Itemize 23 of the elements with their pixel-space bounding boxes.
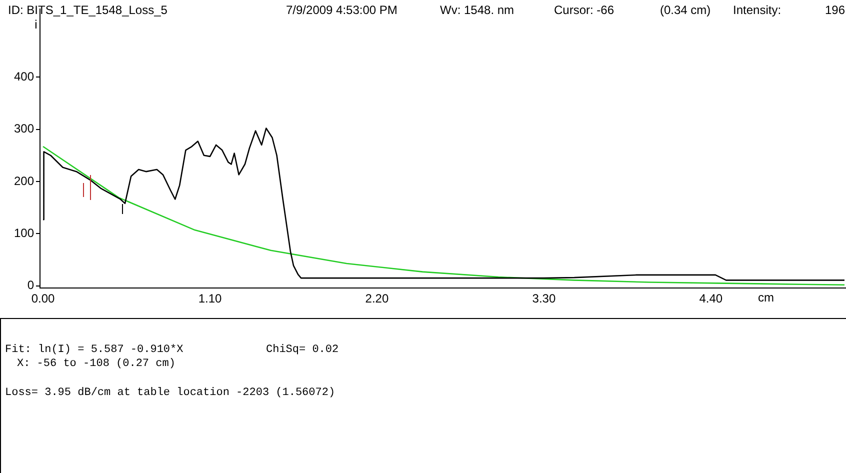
x-axis-title: cm	[758, 290, 774, 304]
y-tick-label: 400	[14, 69, 34, 84]
x-tick-label: 4.40	[699, 292, 723, 306]
y-tick-label: 100	[14, 226, 34, 240]
annotation: 7/9/2009 4:53:00 PM	[286, 3, 398, 17]
annotation: Wv: 1548. nm	[440, 3, 514, 17]
annotation: 196	[825, 3, 846, 17]
annotation: (0.34 cm)	[660, 3, 711, 17]
annotation: Cursor: -66	[554, 3, 614, 17]
text: Loss= 3.95 dB/cm at table location -2203 (1.56072)	[5, 387, 336, 399]
y-tick-label: 0	[27, 278, 34, 292]
text: Fit: ln(I) = 5.587 -0.910*X	[5, 344, 184, 356]
x-tick-label: 0.00	[31, 292, 56, 306]
y-tick-label: 200	[14, 174, 34, 188]
annotation: Intensity:	[733, 3, 782, 17]
x-tick-label: 1.10	[198, 292, 222, 306]
text: X: -56 to -108 (0.27 cm)	[17, 358, 176, 370]
y-tick-label: 300	[14, 122, 34, 136]
text: ChiSq= 0.02	[266, 344, 339, 356]
x-tick-label: 3.30	[532, 292, 556, 306]
x-tick-label: 2.20	[365, 292, 389, 306]
y-axis-title: i	[34, 17, 38, 32]
annotation: ID: BITS_1_TE_1548_Loss_5	[8, 3, 168, 17]
